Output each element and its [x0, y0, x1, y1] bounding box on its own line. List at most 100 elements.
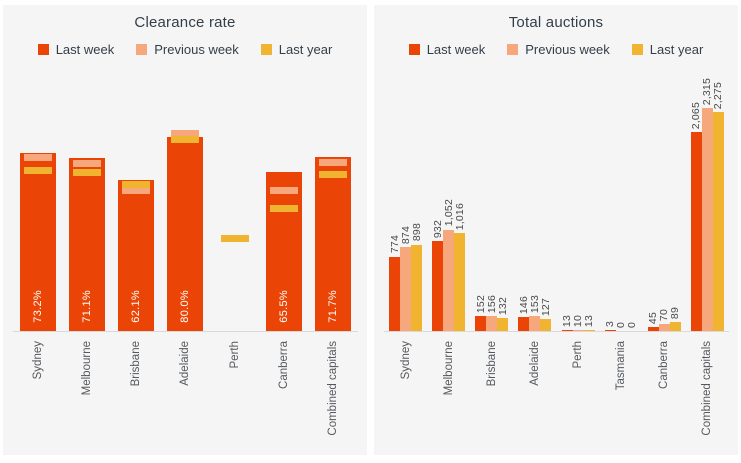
category-column-brisbane: 62.1%: [112, 100, 161, 331]
auction-count-label: 932: [431, 220, 444, 239]
previous-week-bar: 156: [486, 295, 498, 331]
category-column-combined-capitals: 71.7%: [309, 100, 358, 331]
last-year-bar: 898: [411, 223, 423, 331]
bar-group: 13 10 13: [557, 315, 600, 331]
category-label: Tasmania: [615, 341, 628, 391]
last-year-bar: 89: [669, 307, 681, 331]
bar-group: 45 70 89: [643, 307, 686, 331]
last-year-swatch-icon: [260, 44, 272, 55]
legend-item-previous-week: Previous week: [136, 42, 239, 57]
last-week-bar: 152: [475, 295, 487, 331]
category-label: Melbourne: [442, 341, 455, 396]
previous-week-marker: [171, 129, 200, 137]
legend-label: Last year: [649, 42, 704, 57]
chart-title: Clearance rate: [134, 14, 236, 31]
legend-label: Last week: [426, 42, 486, 57]
last-week-swatch-icon: [408, 44, 420, 55]
clearance-rate-category-axis: Sydney Melbourne Brisbane Adelaide Perth Canb…: [13, 334, 358, 436]
category-label: Combined capitals: [327, 341, 340, 436]
category-label: Perth: [228, 341, 241, 369]
legend: Last week Previous week Last year: [3, 42, 367, 57]
category-column-adelaide: 80.0%: [161, 100, 210, 331]
clearance-rate-panel: Clearance rate Last week Previous week L…: [3, 5, 367, 455]
total-auctions-plot-area: 774 874 898 932 1,052 1,016 152 156 132 146 153 127…: [384, 78, 729, 332]
category-cell: Combined capitals: [686, 334, 729, 436]
legend-label: Previous week: [525, 42, 610, 57]
auction-count-label: 1,016: [453, 202, 466, 231]
bar-group: 146 153 127: [513, 295, 556, 331]
category-cell: Melbourne: [427, 334, 470, 395]
legend-item-last-year: Last year: [631, 42, 704, 57]
category-column-adelaide: 146 153 127: [513, 100, 556, 331]
last-week-bar: [167, 136, 204, 331]
previous-week-bar: 153: [529, 295, 541, 331]
last-year-bar: 1,016: [454, 203, 466, 331]
last-week-bar: 932: [432, 220, 444, 331]
category-label: Sydney: [31, 341, 44, 380]
last-week-bar: [118, 180, 155, 331]
bar-group: 932 1,052 1,016: [427, 199, 470, 331]
category-cell: Brisbane: [112, 334, 161, 386]
clearance-rate-value-label: 65.5%: [278, 290, 291, 323]
category-label: Sydney: [399, 341, 412, 380]
previous-week-marker: [270, 187, 299, 195]
category-column-melbourne: 71.1%: [62, 100, 111, 331]
previous-week-bar: 70: [658, 309, 670, 331]
category-cell: Sydney: [384, 334, 427, 379]
category-column-canberra: 65.5%: [259, 100, 308, 331]
last-week-bar: [68, 158, 105, 331]
last-week-bar: 45: [647, 312, 659, 331]
last-week-bar: 3: [604, 321, 616, 331]
last-year-swatch-icon: [631, 44, 643, 55]
previous-week-bar: 1,052: [443, 199, 455, 331]
category-column-perth: [210, 100, 259, 331]
chart-title: Total auctions: [508, 14, 604, 31]
category-column-sydney: 73.2%: [13, 100, 62, 331]
legend: Last week Previous week Last year: [374, 42, 738, 57]
category-label: Combined capitals: [701, 341, 714, 436]
category-label: Perth: [572, 341, 585, 369]
auction-count-label: 89: [669, 307, 682, 320]
category-cell: Canberra: [259, 334, 308, 389]
last-week-bar: 2,065: [690, 102, 702, 331]
category-label: Adelaide: [179, 341, 192, 386]
auction-count-label: 132: [496, 297, 509, 316]
auction-count-label: 774: [388, 235, 401, 254]
previous-week-swatch-icon: [507, 44, 519, 55]
last-year-bar: 132: [497, 297, 509, 331]
bar-group: 152 156 132: [470, 295, 513, 331]
category-column-canberra: 45 70 89: [643, 100, 686, 331]
auction-count-label: 13: [583, 314, 596, 327]
auction-count-label: 2,275: [712, 81, 725, 109]
category-label: Melbourne: [80, 341, 93, 396]
last-year-marker: [72, 169, 101, 177]
clearance-rate-value-label: 71.7%: [327, 290, 340, 323]
legend-label: Last year: [278, 42, 333, 57]
category-column-perth: 13 10 13: [557, 100, 600, 331]
bar-group: 774 874 898: [384, 223, 427, 331]
category-label: Adelaide: [528, 341, 541, 386]
previous-week-marker: [122, 187, 151, 194]
last-year-bar: 127: [540, 298, 552, 331]
previous-week-swatch-icon: [136, 44, 148, 55]
auction-count-label: 874: [399, 225, 412, 244]
last-year-bar: 13: [583, 315, 595, 331]
last-year-bar: 2,275: [712, 82, 724, 331]
legend-item-last-week: Last week: [408, 42, 486, 57]
clearance-rate-value-label: 62.1%: [130, 290, 143, 323]
clearance-rate-value-label: 73.2%: [31, 290, 44, 323]
clearance-rate-plot-area: 73.2% 71.1% 62.1% 80.0% 65.5% 71.7%: [13, 100, 358, 332]
previous-week-marker: [72, 159, 101, 167]
last-week-swatch-icon: [37, 44, 49, 55]
category-cell: Perth: [210, 334, 259, 369]
category-cell: Combined capitals: [309, 334, 358, 436]
legend-item-last-week: Last week: [37, 42, 114, 57]
auction-count-label: 898: [410, 223, 423, 242]
legend-item-previous-week: Previous week: [507, 42, 610, 57]
total-auctions-panel: Total auctions Last week Previous week L…: [374, 5, 738, 455]
category-cell: Brisbane: [470, 334, 513, 386]
last-year-marker: [171, 136, 200, 144]
